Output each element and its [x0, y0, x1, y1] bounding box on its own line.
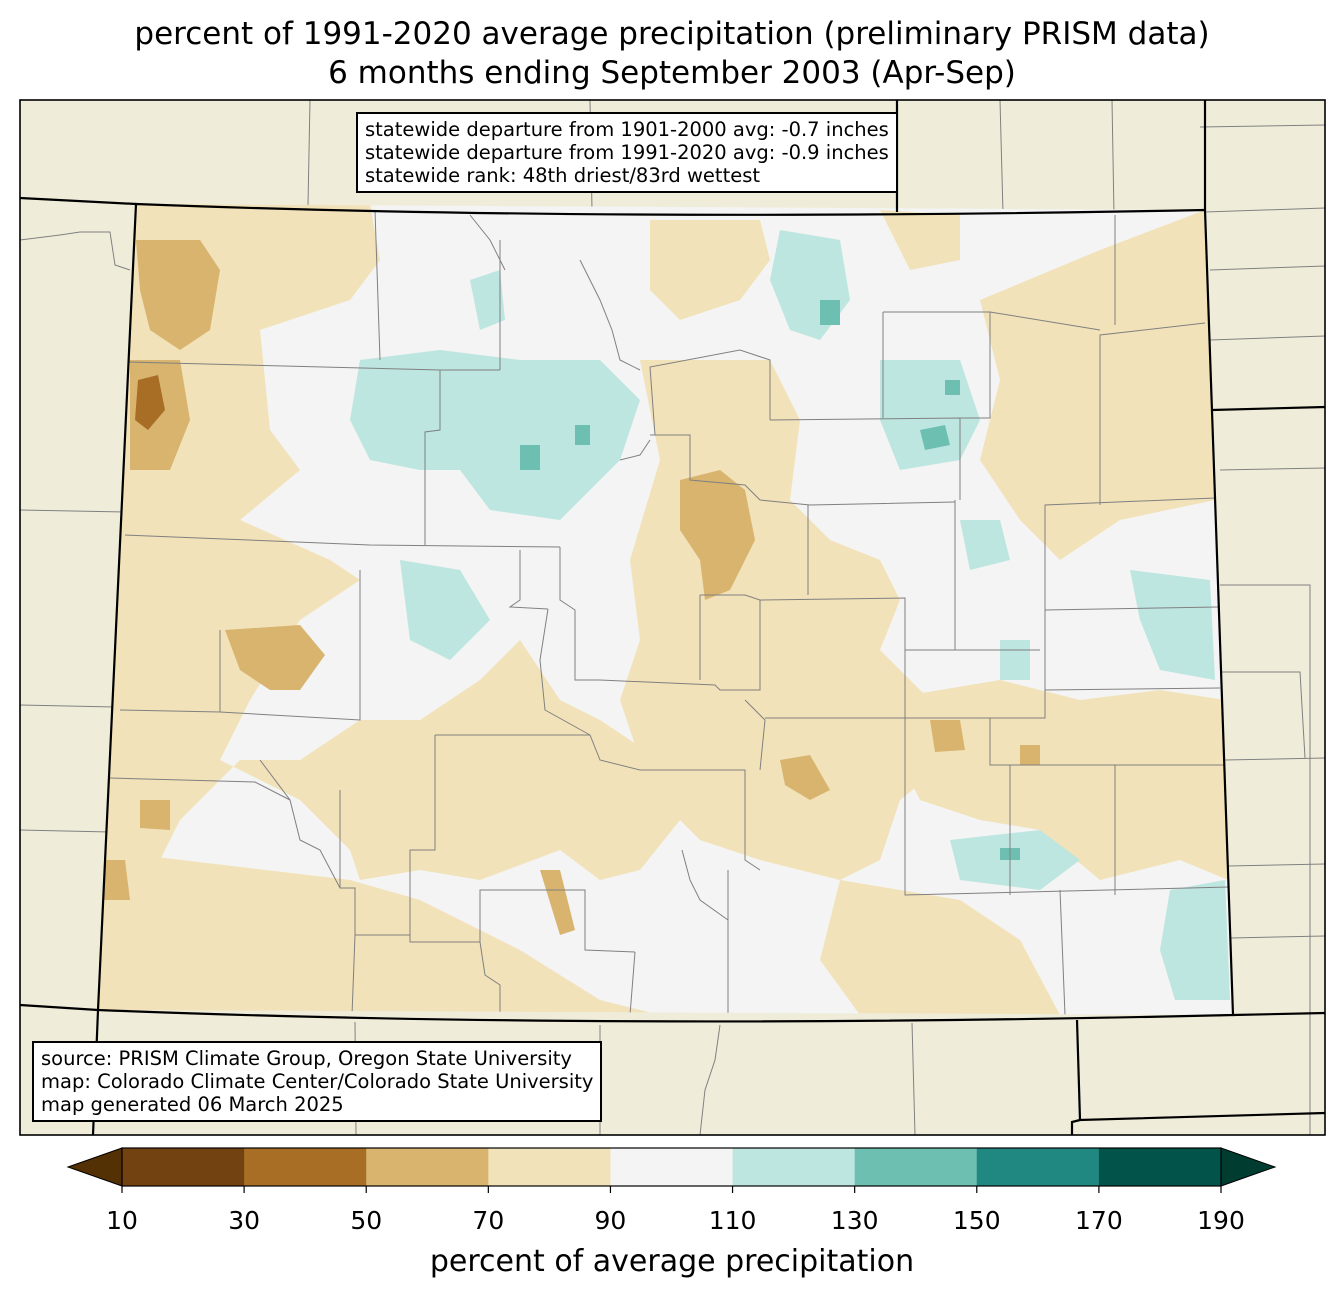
dry-region-north2	[880, 210, 960, 270]
colorbar-segment	[122, 1148, 245, 1186]
wetter-spot1	[820, 300, 840, 325]
colorado-border	[96, 202, 1235, 1023]
wet-region-small2	[960, 520, 1010, 570]
dry-region-southeast	[880, 680, 1228, 880]
colorbar	[66, 1147, 1277, 1193]
map-credit: map: Colorado Climate Center/Colorado St…	[41, 1070, 594, 1093]
wet-region-east	[1130, 570, 1215, 680]
map-title-line2: 6 months ending September 2003 (Apr-Sep)	[328, 55, 1016, 91]
wetter-spot3	[520, 445, 540, 470]
dry-region-south	[820, 880, 1060, 1015]
colorbar-tick-label: 190	[1197, 1206, 1245, 1235]
source-credit: source: PRISM Climate Group, Oregon Stat…	[41, 1047, 572, 1070]
colorbar-under-arrow	[66, 1147, 123, 1187]
very-dry-se2	[1020, 745, 1040, 765]
colorbar-tick-label: 30	[228, 1206, 261, 1235]
map-generated-date: map generated 06 March 2025	[41, 1093, 344, 1116]
colorbar-tick-label: 90	[594, 1206, 627, 1235]
colorbar-segment	[1098, 1148, 1222, 1186]
very-dry-frontrange	[680, 470, 755, 600]
colorbar-tick-label: 50	[350, 1206, 383, 1235]
wetter-spot2	[920, 425, 950, 450]
map-frame	[19, 99, 1326, 1136]
source-box: source: PRISM Climate Group, Oregon Stat…	[32, 1041, 603, 1122]
colorbar-segment	[732, 1148, 856, 1186]
colorbar-tick-label: 10	[106, 1206, 138, 1235]
wet-region-se2	[1160, 880, 1230, 1000]
colorbar-tick-label: 150	[952, 1206, 1001, 1235]
wet-region-north-central	[350, 350, 640, 520]
colorbar-over-arrow	[1220, 1147, 1277, 1187]
colorbar-tick-label: 70	[472, 1206, 505, 1235]
very-dry-south2	[780, 755, 830, 800]
colorbar-segment	[610, 1148, 734, 1186]
dry-region-north	[650, 220, 770, 320]
county-lines	[109, 209, 1231, 1015]
wetter-spot6	[945, 380, 960, 395]
colorbar-segment	[366, 1148, 489, 1186]
colorbar-segment	[976, 1148, 1100, 1186]
dry-region-southwest	[98, 850, 660, 1015]
very-dry-sw2	[98, 860, 130, 900]
driest-west	[135, 375, 165, 430]
wetter-spot4	[575, 425, 590, 445]
very-dry-se1	[930, 720, 965, 752]
colorbar-tick-label: 110	[708, 1206, 757, 1235]
dry-region-west	[98, 204, 680, 1010]
colorbar-segment	[244, 1148, 367, 1186]
dry-region-east	[980, 210, 1215, 560]
very-dry-west3	[225, 625, 325, 690]
colorbar-segment	[488, 1148, 611, 1186]
wet-region-small3	[1000, 640, 1030, 680]
colorbar-label: percent of average precipitation	[429, 1244, 915, 1279]
wet-region-small1	[470, 270, 505, 330]
colorbar-tick-label: 130	[830, 1206, 879, 1235]
colorbar-outline	[121, 1147, 1222, 1187]
very-dry-west1	[136, 240, 220, 350]
departure-1901-2000: statewide departure from 1901-2000 avg: …	[365, 118, 889, 141]
precipitation-fields	[98, 204, 1230, 1015]
colorbar-tick-label: 170	[1075, 1206, 1123, 1235]
departure-1991-2020: statewide departure from 1991-2020 avg: …	[365, 141, 889, 164]
statewide-stats-box: statewide departure from 1901-2000 avg: …	[356, 112, 898, 193]
statewide-rank: statewide rank: 48th driest/83rd wettest	[365, 164, 761, 187]
very-dry-sw1	[140, 800, 170, 830]
wet-region-west-central	[400, 560, 490, 660]
colorbar-segment	[854, 1148, 978, 1186]
very-dry-south1	[540, 870, 575, 935]
map-title-line1: percent of 1991-2020 average precipitati…	[134, 16, 1210, 52]
